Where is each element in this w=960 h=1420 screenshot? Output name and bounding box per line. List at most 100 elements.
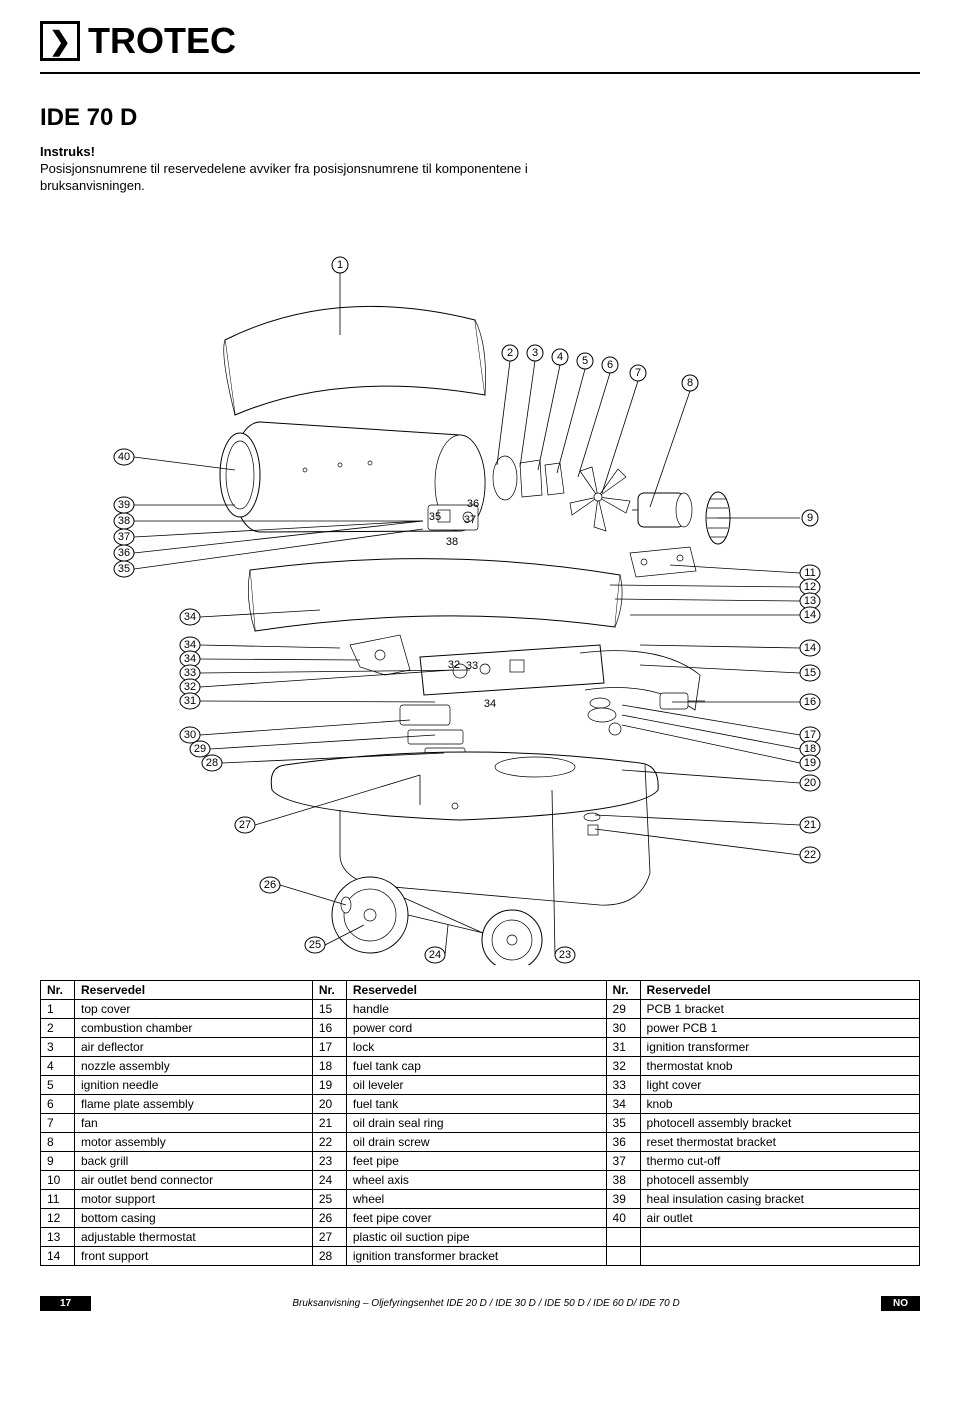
cell-nr: 31 [606,1037,640,1056]
svg-text:9: 9 [807,512,813,524]
cell-part: back grill [75,1151,313,1170]
svg-text:17: 17 [804,729,816,741]
cell-part: oil leveler [346,1075,606,1094]
cell-nr: 24 [312,1170,346,1189]
svg-text:23: 23 [559,949,571,961]
footer-page-number: 17 [40,1296,91,1311]
svg-text:27: 27 [239,819,251,831]
cell-part: wheel axis [346,1170,606,1189]
svg-text:11: 11 [804,567,815,579]
cell-nr: 6 [41,1094,75,1113]
cell-part: motor support [75,1189,313,1208]
cell-nr: 14 [41,1246,75,1265]
cell-part [640,1246,919,1265]
parts-table: Nr. Reservedel Nr. Reservedel Nr. Reserv… [40,980,920,1266]
svg-text:25: 25 [309,939,321,951]
header-reservedel-2: Reservedel [346,980,606,999]
cell-nr: 4 [41,1056,75,1075]
svg-text:24: 24 [429,949,441,961]
svg-text:3: 3 [532,347,538,359]
cell-part: ignition transformer bracket [346,1246,606,1265]
svg-text:22: 22 [804,849,816,861]
cell-part: nozzle assembly [75,1056,313,1075]
cell-nr: 34 [606,1094,640,1113]
svg-text:2: 2 [507,347,513,359]
svg-text:5: 5 [582,355,588,367]
cell-nr: 29 [606,999,640,1018]
cell-part: oil drain seal ring [346,1113,606,1132]
cell-part: photocell assembly [640,1170,919,1189]
svg-text:16: 16 [804,696,816,708]
table-row: 7fan21oil drain seal ring35photocell ass… [41,1113,920,1132]
svg-text:12: 12 [804,581,816,593]
cell-nr: 32 [606,1056,640,1075]
cell-part: thermostat knob [640,1056,919,1075]
cell-part: handle [346,999,606,1018]
cell-nr: 40 [606,1208,640,1227]
table-row: 9back grill23feet pipe37thermo cut-off [41,1151,920,1170]
svg-text:37: 37 [118,531,130,543]
header-nr-3: Nr. [606,980,640,999]
instruks-label: Instruks! [40,144,920,159]
svg-text:32: 32 [184,681,196,693]
cell-part: light cover [640,1075,919,1094]
cell-part: ignition needle [75,1075,313,1094]
cell-nr: 7 [41,1113,75,1132]
svg-text:15: 15 [804,667,816,679]
cell-part: air outlet [640,1208,919,1227]
table-row: 10air outlet bend connector24wheel axis3… [41,1170,920,1189]
cell-part: combustion chamber [75,1018,313,1037]
page-title: IDE 70 D [40,104,920,132]
cell-nr: 23 [312,1151,346,1170]
cell-nr: 12 [41,1208,75,1227]
cell-part: top cover [75,999,313,1018]
cell-part: air outlet bend connector [75,1170,313,1189]
cell-nr: 9 [41,1151,75,1170]
cell-part: power cord [346,1018,606,1037]
cell-nr: 3 [41,1037,75,1056]
cell-nr [606,1227,640,1246]
svg-text:14: 14 [804,642,816,654]
footer-text: Bruksanvisning – Oljefyringsenhet IDE 20… [111,1298,861,1309]
header-reservedel-3: Reservedel [640,980,919,999]
cell-nr: 36 [606,1132,640,1151]
svg-text:31: 31 [184,695,196,707]
cell-part: fan [75,1113,313,1132]
cell-part: knob [640,1094,919,1113]
cell-part [640,1227,919,1246]
cell-part: motor assembly [75,1132,313,1151]
cell-nr: 33 [606,1075,640,1094]
svg-text:33: 33 [466,660,478,672]
cell-part: fuel tank [346,1094,606,1113]
exploded-diagram: 4039383736353434343332313029282726252412… [40,205,920,965]
instruks-text: Posisjonsnumrene til reservedelene avvik… [40,161,600,195]
cell-part: feet pipe [346,1151,606,1170]
header-nr-2: Nr. [312,980,346,999]
cell-part: heal insulation casing bracket [640,1189,919,1208]
table-row: 11motor support25wheel39heal insulation … [41,1189,920,1208]
svg-text:35: 35 [429,511,441,523]
cell-nr: 28 [312,1246,346,1265]
cell-nr: 17 [312,1037,346,1056]
table-header-row: Nr. Reservedel Nr. Reservedel Nr. Reserv… [41,980,920,999]
svg-text:4: 4 [557,351,563,363]
cell-nr: 22 [312,1132,346,1151]
cell-part: ignition transformer [640,1037,919,1056]
brand-name: TROTEC [88,20,236,62]
svg-text:21: 21 [804,819,816,831]
cell-nr: 35 [606,1113,640,1132]
svg-text:6: 6 [607,359,613,371]
svg-text:32: 32 [448,659,460,671]
cell-part: wheel [346,1189,606,1208]
cell-part: power PCB 1 [640,1018,919,1037]
svg-text:29: 29 [194,743,206,755]
svg-text:13: 13 [804,595,816,607]
cell-nr: 26 [312,1208,346,1227]
cell-nr: 15 [312,999,346,1018]
cell-part: oil drain screw [346,1132,606,1151]
cell-part: lock [346,1037,606,1056]
svg-text:38: 38 [118,515,130,527]
cell-part: adjustable thermostat [75,1227,313,1246]
table-row: 5ignition needle19oil leveler33light cov… [41,1075,920,1094]
cell-nr: 16 [312,1018,346,1037]
